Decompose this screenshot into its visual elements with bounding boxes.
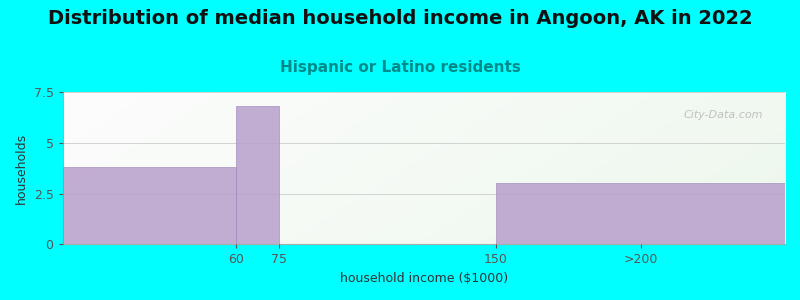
- Text: City-Data.com: City-Data.com: [684, 110, 763, 120]
- Text: Distribution of median household income in Angoon, AK in 2022: Distribution of median household income …: [48, 9, 752, 28]
- Bar: [496, 184, 785, 244]
- Text: Hispanic or Latino residents: Hispanic or Latino residents: [279, 60, 521, 75]
- X-axis label: household income ($1000): household income ($1000): [340, 272, 508, 285]
- Bar: [236, 106, 279, 244]
- Bar: [62, 167, 236, 244]
- Y-axis label: households: households: [15, 133, 28, 204]
